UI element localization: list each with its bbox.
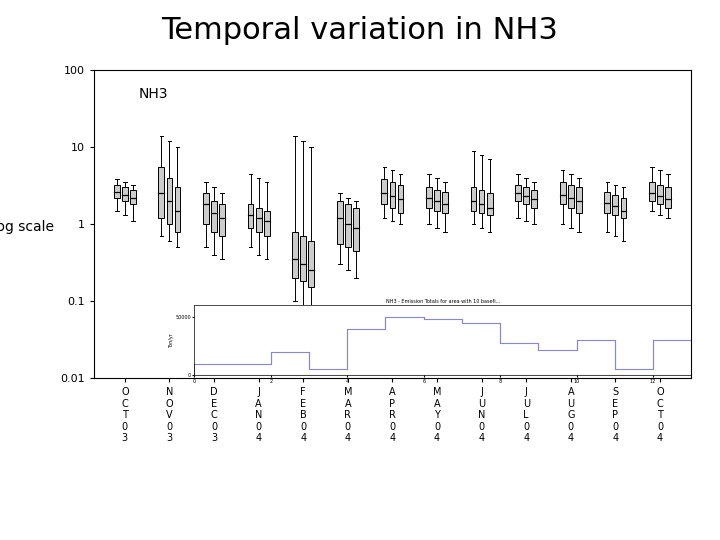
Bar [531, 190, 537, 208]
Bar [442, 192, 448, 213]
Bar [300, 236, 306, 281]
Bar [337, 201, 343, 244]
Bar [211, 201, 217, 232]
Bar [353, 208, 359, 251]
Bar [426, 187, 432, 208]
Bar [613, 195, 618, 215]
Bar [308, 241, 314, 287]
Title: NH3 - Emission Totals for area with 10 basefi...: NH3 - Emission Totals for area with 10 b… [386, 299, 500, 304]
Bar [471, 187, 477, 211]
Bar [487, 193, 492, 215]
Bar [479, 190, 485, 213]
Bar [382, 179, 387, 205]
Bar [248, 205, 253, 228]
Bar [256, 208, 261, 232]
Bar [390, 182, 395, 208]
Bar [649, 182, 655, 201]
Text: Temporal variation in NH3: Temporal variation in NH3 [161, 16, 559, 45]
Bar [434, 190, 440, 211]
Bar [219, 205, 225, 236]
Bar [203, 193, 209, 224]
Bar [523, 187, 529, 205]
Bar [576, 187, 582, 213]
Bar [665, 187, 671, 208]
Bar [292, 232, 298, 278]
Bar [397, 185, 403, 213]
Y-axis label: Ton/yr: Ton/yr [169, 333, 174, 348]
Bar [516, 185, 521, 201]
Bar [174, 187, 180, 232]
Bar [621, 198, 626, 218]
Bar [605, 192, 611, 213]
Bar [166, 178, 172, 224]
Bar [158, 167, 164, 218]
Bar [568, 185, 574, 208]
Bar [130, 190, 136, 205]
Bar [345, 205, 351, 247]
Text: NH3: NH3 [138, 87, 168, 102]
Bar [560, 182, 566, 205]
Bar [114, 185, 120, 198]
Text: Log scale: Log scale [0, 220, 54, 234]
Bar [122, 187, 127, 201]
Bar [657, 185, 663, 205]
Bar [264, 211, 269, 236]
